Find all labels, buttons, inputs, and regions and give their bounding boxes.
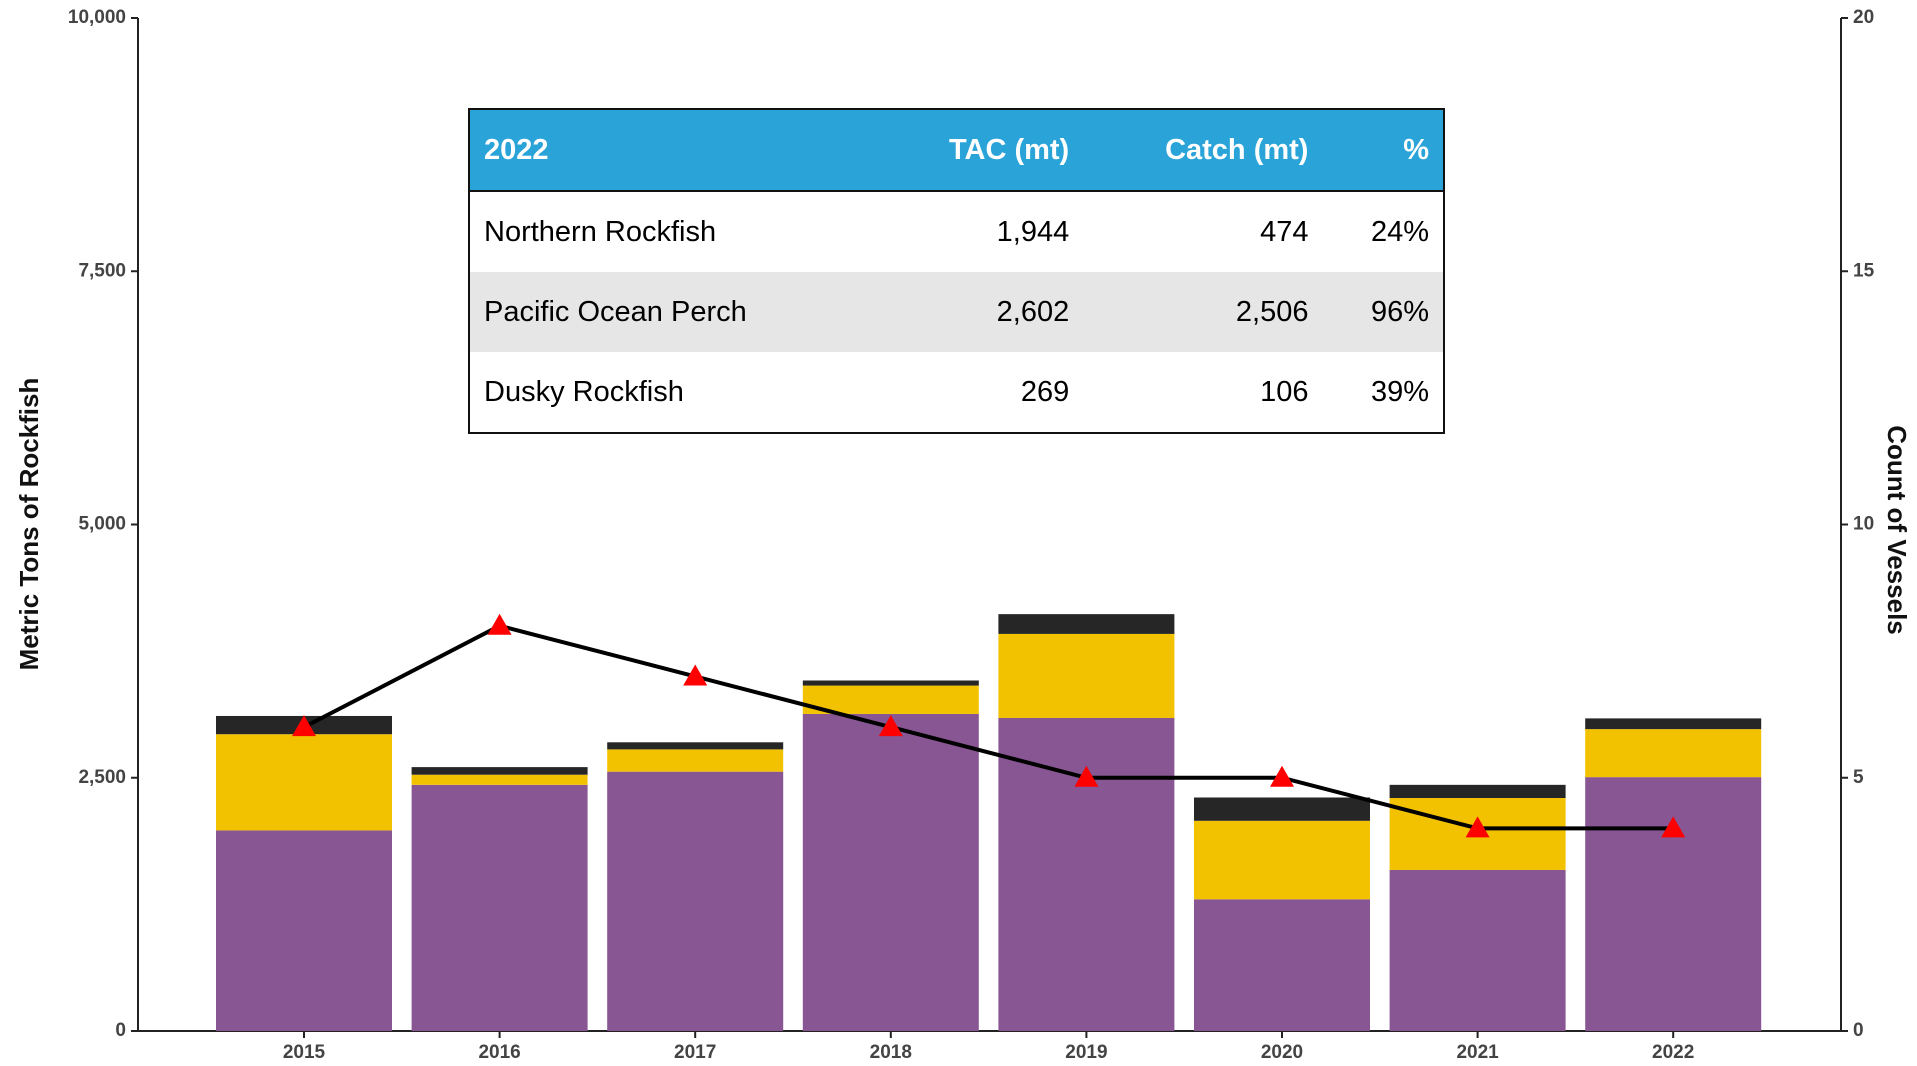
vessel-marker — [1074, 765, 1099, 787]
y2-tick-label: 20 — [1853, 7, 1874, 28]
bar-segment — [802, 713, 979, 1031]
x-tick-label: 2021 — [1456, 1042, 1499, 1063]
bar-segment — [411, 784, 588, 1031]
table-cell: 269 — [1020, 375, 1070, 408]
y-tick-label: 7,500 — [78, 260, 126, 281]
table-cell: 24% — [1370, 215, 1429, 248]
table-cell: 1,944 — [996, 215, 1070, 248]
bar-segment — [607, 749, 784, 772]
bar-segment — [1194, 899, 1370, 1031]
table-cell: Dusky Rockfish — [484, 375, 684, 408]
vessel-marker — [292, 715, 316, 737]
table-cell: 106 — [1260, 375, 1309, 408]
bar-segment — [1585, 718, 1762, 730]
header-cell: % — [1322, 109, 1444, 192]
bar-segment — [1389, 784, 1566, 799]
table-cell: 96% — [1322, 272, 1444, 352]
table-cell: Pacific Ocean Perch — [469, 272, 877, 352]
bar-segment — [998, 614, 1175, 634]
vessel-line — [303, 623, 1674, 831]
bar-segment — [1585, 729, 1762, 778]
y-tick-label: 5,000 — [78, 514, 126, 535]
x-tick-label: 2015 — [283, 1042, 326, 1063]
table-cell: 474 — [1260, 215, 1309, 248]
table-cell: 39% — [1370, 375, 1429, 408]
bar-segment — [1585, 777, 1762, 1031]
table-row: Northern Rockfish 1,944 474 24% — [469, 191, 1444, 272]
vessel-marker — [683, 664, 708, 686]
vessel-marker — [1465, 816, 1490, 838]
y2-axis-title: Count of Vessels — [1882, 425, 1912, 635]
bar-segment — [607, 742, 784, 750]
bar-segment — [216, 734, 392, 831]
bar-segment — [216, 830, 392, 1031]
y2-tick-label: 15 — [1853, 260, 1875, 281]
y-tick-label: 10,000 — [68, 7, 126, 28]
table-cell: Northern Rockfish — [484, 215, 717, 248]
table-cell: 2,506 — [1083, 272, 1323, 352]
bar-segment — [411, 767, 588, 775]
bar-segment — [998, 717, 1175, 1031]
x-tick-label: 2018 — [870, 1042, 912, 1063]
bar-segment — [411, 774, 588, 785]
vessel-marker — [1270, 765, 1294, 787]
table-row: Dusky Rockfish 269 106 39% — [469, 352, 1444, 433]
x-tick-label: 2019 — [1065, 1042, 1107, 1063]
header-cell: TAC (mt) — [876, 109, 1084, 192]
y2-tick-label: 0 — [1853, 1020, 1864, 1041]
y-axis-title: Metric Tons of Rockfish — [14, 378, 44, 671]
summary-table: 2022 TAC (mt) Catch (mt)% Northern Rockfish… — [468, 108, 1445, 434]
bar-segment — [1194, 797, 1370, 821]
x-tick-label: 2020 — [1261, 1042, 1303, 1063]
vessel-marker — [487, 613, 512, 635]
x-tick-label: 2016 — [478, 1042, 520, 1063]
y2-tick-label: 5 — [1853, 767, 1864, 788]
x-tick-label: 2017 — [674, 1042, 716, 1063]
table-cell: 2,602 — [876, 272, 1084, 352]
bar-segment — [802, 685, 979, 714]
bar-segment — [1194, 820, 1370, 900]
bar-segment — [1389, 869, 1566, 1031]
table-row: Pacific Ocean Perch 2,602 2,506 96% — [469, 272, 1444, 352]
bar-segment — [802, 680, 979, 686]
x-tick-label: 2022 — [1652, 1042, 1694, 1063]
header-cell: Catch (mt) — [1083, 109, 1323, 192]
bar-segment — [607, 771, 784, 1031]
y-tick-label: 2,500 — [78, 767, 126, 788]
y2-tick-label: 10 — [1853, 514, 1874, 535]
vessel-marker — [1661, 816, 1686, 838]
vessel-marker — [878, 715, 903, 737]
bar-segment — [998, 633, 1175, 718]
header-cell: 2022 — [469, 109, 877, 192]
y-tick-label: 0 — [115, 1020, 126, 1041]
table-header: 2022 TAC (mt) Catch (mt)% — [469, 109, 1444, 192]
